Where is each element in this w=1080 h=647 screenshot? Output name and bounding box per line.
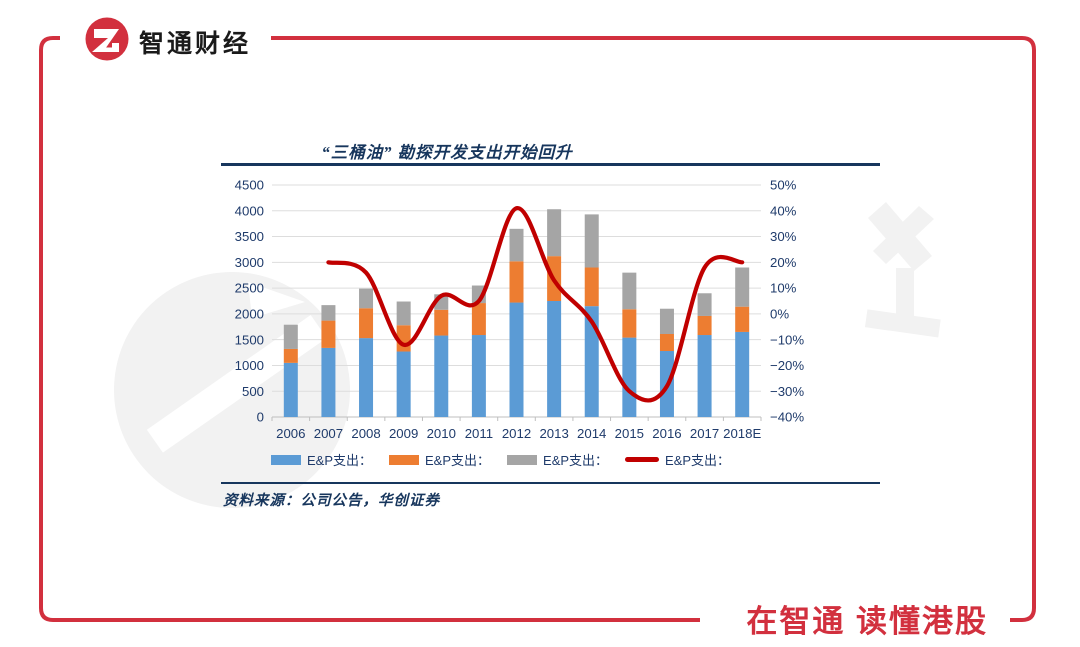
- y-axis-label-left: 4500: [235, 178, 264, 193]
- chart-title: “三桶油” 勘探开发支出开始回升: [321, 143, 573, 162]
- bar-segment-s1-2008: [359, 308, 374, 339]
- bar-segment-s2-2006: [283, 324, 298, 349]
- bar-segment-s1-2016: [659, 333, 674, 352]
- bar-segment-s2-2013: [547, 209, 562, 257]
- legend-label: E&P支出：: [665, 453, 731, 468]
- bar-segment-s0-2009: [396, 351, 411, 417]
- legend-item-2: E&P支出：: [507, 450, 608, 469]
- bar-segment-s0-2015: [622, 337, 637, 417]
- bar-segment-s1-2011: [471, 303, 486, 336]
- legend-label: E&P支出：: [307, 453, 373, 468]
- bar-segment-s1-2012: [509, 261, 524, 303]
- chart-top-rule: [221, 163, 880, 166]
- x-axis-label: 2014: [577, 426, 606, 441]
- y-axis-label-right: 30%: [770, 229, 797, 244]
- y-axis-label-right: 50%: [770, 178, 797, 193]
- bar-segment-s0-2011: [471, 335, 486, 417]
- x-axis-label: 2010: [427, 426, 456, 441]
- bar-segment-s1-2010: [434, 309, 449, 336]
- source-note: 资料来源：公司公告，华创证券: [223, 493, 440, 509]
- legend-line-swatch: [625, 457, 660, 462]
- x-axis-label: 2011: [465, 426, 493, 441]
- y-axis-label-left: 1500: [235, 332, 264, 347]
- y-axis-label-left: 0: [257, 410, 264, 425]
- y-axis-label-right: −10%: [770, 332, 804, 347]
- bar-segment-s2-2012: [509, 228, 524, 262]
- legend-item-0: E&P支出：: [271, 450, 372, 469]
- bar-segment-s0-2010: [434, 335, 449, 417]
- chart-bottom-rule: [221, 482, 880, 484]
- y-axis-label-left: 4000: [235, 203, 264, 218]
- x-axis-label: 2013: [539, 426, 568, 441]
- growth-line: [326, 206, 745, 403]
- y-axis-label-left: 500: [242, 384, 264, 399]
- x-axis-label: 2018E: [723, 426, 761, 441]
- legend-label: E&P支出：: [425, 453, 491, 468]
- bar-segment-s2-2014: [584, 214, 599, 268]
- y-axis-label-right: 20%: [770, 255, 797, 270]
- bar-segment-s1-2017: [697, 315, 712, 336]
- plot-svg: 4500 50% 4000 40% 3500 30% 3000 20% 2500 10% 2000 0…: [235, 178, 805, 441]
- bar-segment-s1-2006: [283, 348, 298, 363]
- bar-segment-s2-2018E: [735, 267, 750, 307]
- legend-label: E&P支出：: [543, 453, 609, 468]
- x-axis-label: 2006: [276, 426, 305, 441]
- slogan-text: 在智通 读懂港股: [746, 604, 988, 639]
- chart-legend: E&P支出： E&P支出： E&P支出： E&P支出：: [271, 450, 730, 469]
- frame-border: [39, 36, 1036, 622]
- bar-segment-s0-2007: [321, 347, 336, 417]
- y-axis-label-left: 1000: [235, 358, 264, 373]
- y-axis-label-left: 3000: [235, 255, 264, 270]
- legend-color-swatch: [271, 454, 301, 465]
- bar-segment-s1-2018E: [735, 306, 750, 332]
- brand-name: 智通财经: [139, 30, 252, 58]
- bar-segment-s1-2015: [622, 309, 637, 338]
- y-axis-label-left: 2000: [235, 306, 264, 321]
- legend-color-swatch: [507, 454, 538, 465]
- bar-segment-s2-2017: [697, 293, 712, 316]
- bar-segment-s0-2006: [283, 362, 298, 417]
- bar-segment-s2-2009: [396, 301, 411, 326]
- bar-segment-s0-2018E: [735, 331, 750, 417]
- y-axis-label-right: −40%: [770, 410, 804, 425]
- bar-segment-s1-2014: [584, 267, 599, 307]
- bar-segment-s2-2007: [321, 305, 336, 321]
- x-axis-label: 2017: [690, 426, 719, 441]
- x-axis-label: 2012: [502, 426, 531, 441]
- y-axis-label-right: −30%: [770, 384, 804, 399]
- bar-segment-s2-2016: [659, 308, 674, 334]
- watermark-glyph: [864, 202, 941, 338]
- bar-segment-s0-2017: [697, 335, 712, 417]
- y-axis-label-left: 3500: [235, 229, 264, 244]
- plot-area: 4500 50% 4000 40% 3500 30% 3000 20% 2500 10% 2000 0…: [210, 170, 890, 475]
- x-axis-label: 2016: [652, 426, 681, 441]
- x-axis-label: 2007: [314, 426, 343, 441]
- y-axis-label-right: −20%: [770, 358, 804, 373]
- bar-segment-s0-2012: [509, 302, 524, 417]
- y-axis-label-right: 0%: [770, 306, 789, 321]
- bar-segment-s1-2007: [321, 320, 336, 348]
- x-axis-label: 2015: [615, 426, 644, 441]
- legend-color-swatch: [389, 454, 420, 465]
- legend-item-3: E&P支出：: [625, 450, 730, 469]
- y-axis-label-left: 2500: [235, 281, 264, 296]
- zhitong-logo-icon: [85, 17, 129, 61]
- x-axis-label: 2008: [351, 426, 380, 441]
- y-axis-label-right: 40%: [770, 203, 797, 218]
- bar-segment-s2-2015: [622, 272, 637, 310]
- bar-segment-s0-2008: [359, 338, 374, 417]
- bar-segment-s0-2013: [547, 301, 562, 417]
- bar-segment-s0-2014: [584, 306, 599, 417]
- y-axis-label-right: 10%: [770, 281, 797, 296]
- bar-segment-s2-2008: [359, 288, 374, 309]
- x-axis-label: 2009: [389, 426, 418, 441]
- legend-item-1: E&P支出：: [389, 450, 490, 469]
